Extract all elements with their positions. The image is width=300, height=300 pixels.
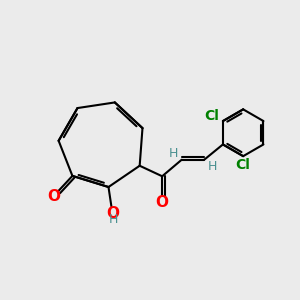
Text: O: O: [156, 195, 169, 210]
Text: H: H: [169, 147, 178, 160]
Text: O: O: [47, 189, 60, 204]
Text: Cl: Cl: [205, 109, 219, 123]
Text: Cl: Cl: [236, 158, 250, 172]
Text: H: H: [109, 213, 118, 226]
Text: H: H: [208, 160, 217, 173]
Text: O: O: [106, 206, 119, 221]
